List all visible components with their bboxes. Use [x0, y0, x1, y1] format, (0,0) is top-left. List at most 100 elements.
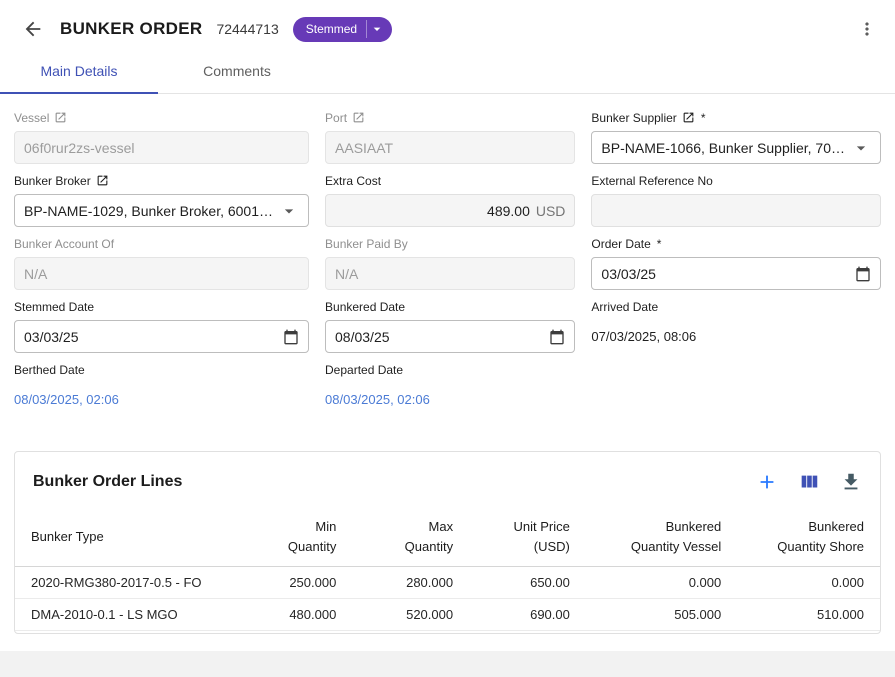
cell-unit-price: 650.00 [469, 567, 586, 599]
status-badge[interactable]: Stemmed [293, 17, 392, 42]
berthed-date-link[interactable]: 08/03/2025, 02:06 [14, 383, 309, 407]
card-actions [754, 469, 864, 495]
bunker-broker-select[interactable]: BP-NAME-1029, Bunker Broker, 6001… [14, 194, 309, 227]
bunker-broker-value: BP-NAME-1029, Bunker Broker, 6001… [24, 203, 273, 219]
stemmed-date-label-text: Stemmed Date [14, 300, 94, 314]
bunker-account-of-field: Bunker Account Of [14, 236, 309, 290]
bunker-supplier-label: Bunker Supplier * [591, 110, 881, 125]
required-asterisk: * [657, 237, 662, 251]
order-date-input[interactable] [601, 266, 849, 282]
stemmed-date-input[interactable] [24, 329, 277, 345]
order-date-label-text: Order Date [591, 237, 650, 251]
chevron-down-icon [851, 138, 871, 158]
port-label: Port [325, 110, 575, 125]
order-date-field: Order Date * [591, 236, 881, 290]
header-top: BUNKER ORDER 72444713 Stemmed [0, 0, 895, 50]
col-min-quantity: Min Quantity [257, 509, 352, 567]
bunker-broker-field: Bunker Broker BP-NAME-1029, Bunker Broke… [14, 173, 309, 227]
required-asterisk: * [701, 111, 706, 125]
arrived-date-value: 07/03/2025, 08:06 [591, 320, 881, 353]
open-in-new-icon[interactable] [682, 111, 695, 124]
cell-bunker-type: DMA-2010-0.1 - LS MGO [15, 599, 257, 631]
status-badge-label: Stemmed [306, 22, 357, 36]
berthed-date-label-text: Berthed Date [14, 363, 85, 377]
col-max-quantity: Max Quantity [352, 509, 469, 567]
cell-max-quantity: 280.000 [352, 567, 469, 599]
bunker-supplier-select[interactable]: BP-NAME-1066, Bunker Supplier, 70… [591, 131, 881, 164]
open-in-new-icon[interactable] [54, 111, 67, 124]
bunker-paid-by-input [335, 266, 565, 282]
cell-min-quantity: 250.000 [257, 567, 352, 599]
bunker-paid-by-label-text: Bunker Paid By [325, 237, 408, 251]
tab-bar: Main Details Comments [0, 50, 895, 93]
stemmed-date-label: Stemmed Date [14, 299, 309, 314]
cell-bunkered-quantity-vessel: 505.000 [586, 599, 737, 631]
bunker-supplier-label-text: Bunker Supplier [591, 111, 676, 125]
bunker-paid-by-field: Bunker Paid By [325, 236, 575, 290]
extra-cost-field: Extra Cost USD [325, 173, 575, 227]
page-bottom-background [0, 651, 895, 677]
bunker-account-of-input-box [14, 257, 309, 290]
col-bunkered-quantity-vessel: Bunkered Quantity Vessel [586, 509, 737, 567]
departed-date-label-text: Departed Date [325, 363, 403, 377]
extra-cost-input[interactable] [335, 203, 530, 219]
order-form: Vessel Port [0, 94, 895, 407]
tab-main-details[interactable]: Main Details [0, 50, 158, 93]
tab-comments[interactable]: Comments [158, 50, 316, 93]
order-date-input-box [591, 257, 881, 290]
back-button[interactable] [20, 16, 46, 42]
bunker-account-of-label: Bunker Account Of [14, 236, 309, 251]
empty-cell [591, 362, 881, 407]
departed-date-label: Departed Date [325, 362, 575, 377]
table-row[interactable]: 2020-RMG380-2017-0.5 - FO 250.000 280.00… [15, 567, 880, 599]
bunkered-date-input[interactable] [335, 329, 543, 345]
more-options-button[interactable] [855, 17, 879, 41]
port-input [335, 140, 565, 156]
cell-bunker-type: 2020-RMG380-2017-0.5 - FO [15, 567, 257, 599]
view-columns-icon [798, 471, 820, 493]
table-row[interactable]: DMA-2010-0.1 - LS MGO 480.000 520.000 69… [15, 599, 880, 631]
external-reference-input[interactable] [601, 203, 871, 219]
port-field: Port [325, 110, 575, 164]
chevron-down-icon[interactable] [366, 20, 387, 38]
departed-date-field: Departed Date 08/03/2025, 02:06 [325, 362, 575, 407]
cell-bunkered-quantity-vessel: 0.000 [586, 567, 737, 599]
stemmed-date-field: Stemmed Date [14, 299, 309, 353]
external-reference-field: External Reference No [591, 173, 881, 227]
bunker-broker-label: Bunker Broker [14, 173, 309, 188]
kebab-icon [857, 19, 877, 39]
open-in-new-icon[interactable] [352, 111, 365, 124]
bunkered-date-field: Bunkered Date [325, 299, 575, 353]
cell-bunkered-quantity-shore: 510.000 [737, 599, 880, 631]
extra-cost-label-text: Extra Cost [325, 174, 381, 188]
order-number: 72444713 [216, 21, 278, 37]
download-button[interactable] [838, 469, 864, 495]
vessel-input [24, 140, 299, 156]
add-line-button[interactable] [754, 469, 780, 495]
vessel-label-text: Vessel [14, 111, 49, 125]
main-content: Vessel Port [0, 94, 895, 634]
download-icon [840, 471, 862, 493]
table-header: Bunker Type Min Quantity Max Quantity Un… [15, 509, 880, 567]
bunkered-date-label-text: Bunkered Date [325, 300, 405, 314]
bunker-paid-by-input-box [325, 257, 575, 290]
external-reference-label: External Reference No [591, 173, 881, 188]
departed-date-link[interactable]: 08/03/2025, 02:06 [325, 383, 575, 407]
bunker-supplier-field: Bunker Supplier * BP-NAME-1066, Bunker S… [591, 110, 881, 164]
card-header: Bunker Order Lines [15, 452, 880, 509]
external-reference-label-text: External Reference No [591, 174, 712, 188]
columns-button[interactable] [796, 469, 822, 495]
tab-comments-label: Comments [203, 63, 271, 79]
cell-max-quantity: 520.000 [352, 599, 469, 631]
arrived-date-label: Arrived Date [591, 299, 881, 314]
arrow-left-icon [22, 18, 44, 40]
calendar-icon[interactable] [855, 266, 871, 282]
open-in-new-icon[interactable] [96, 174, 109, 187]
external-reference-input-box [591, 194, 881, 227]
col-unit-price: Unit Price (USD) [469, 509, 586, 567]
calendar-icon[interactable] [549, 329, 565, 345]
port-label-text: Port [325, 111, 347, 125]
calendar-icon[interactable] [283, 329, 299, 345]
card-title: Bunker Order Lines [33, 473, 182, 491]
cell-unit-price: 690.00 [469, 599, 586, 631]
